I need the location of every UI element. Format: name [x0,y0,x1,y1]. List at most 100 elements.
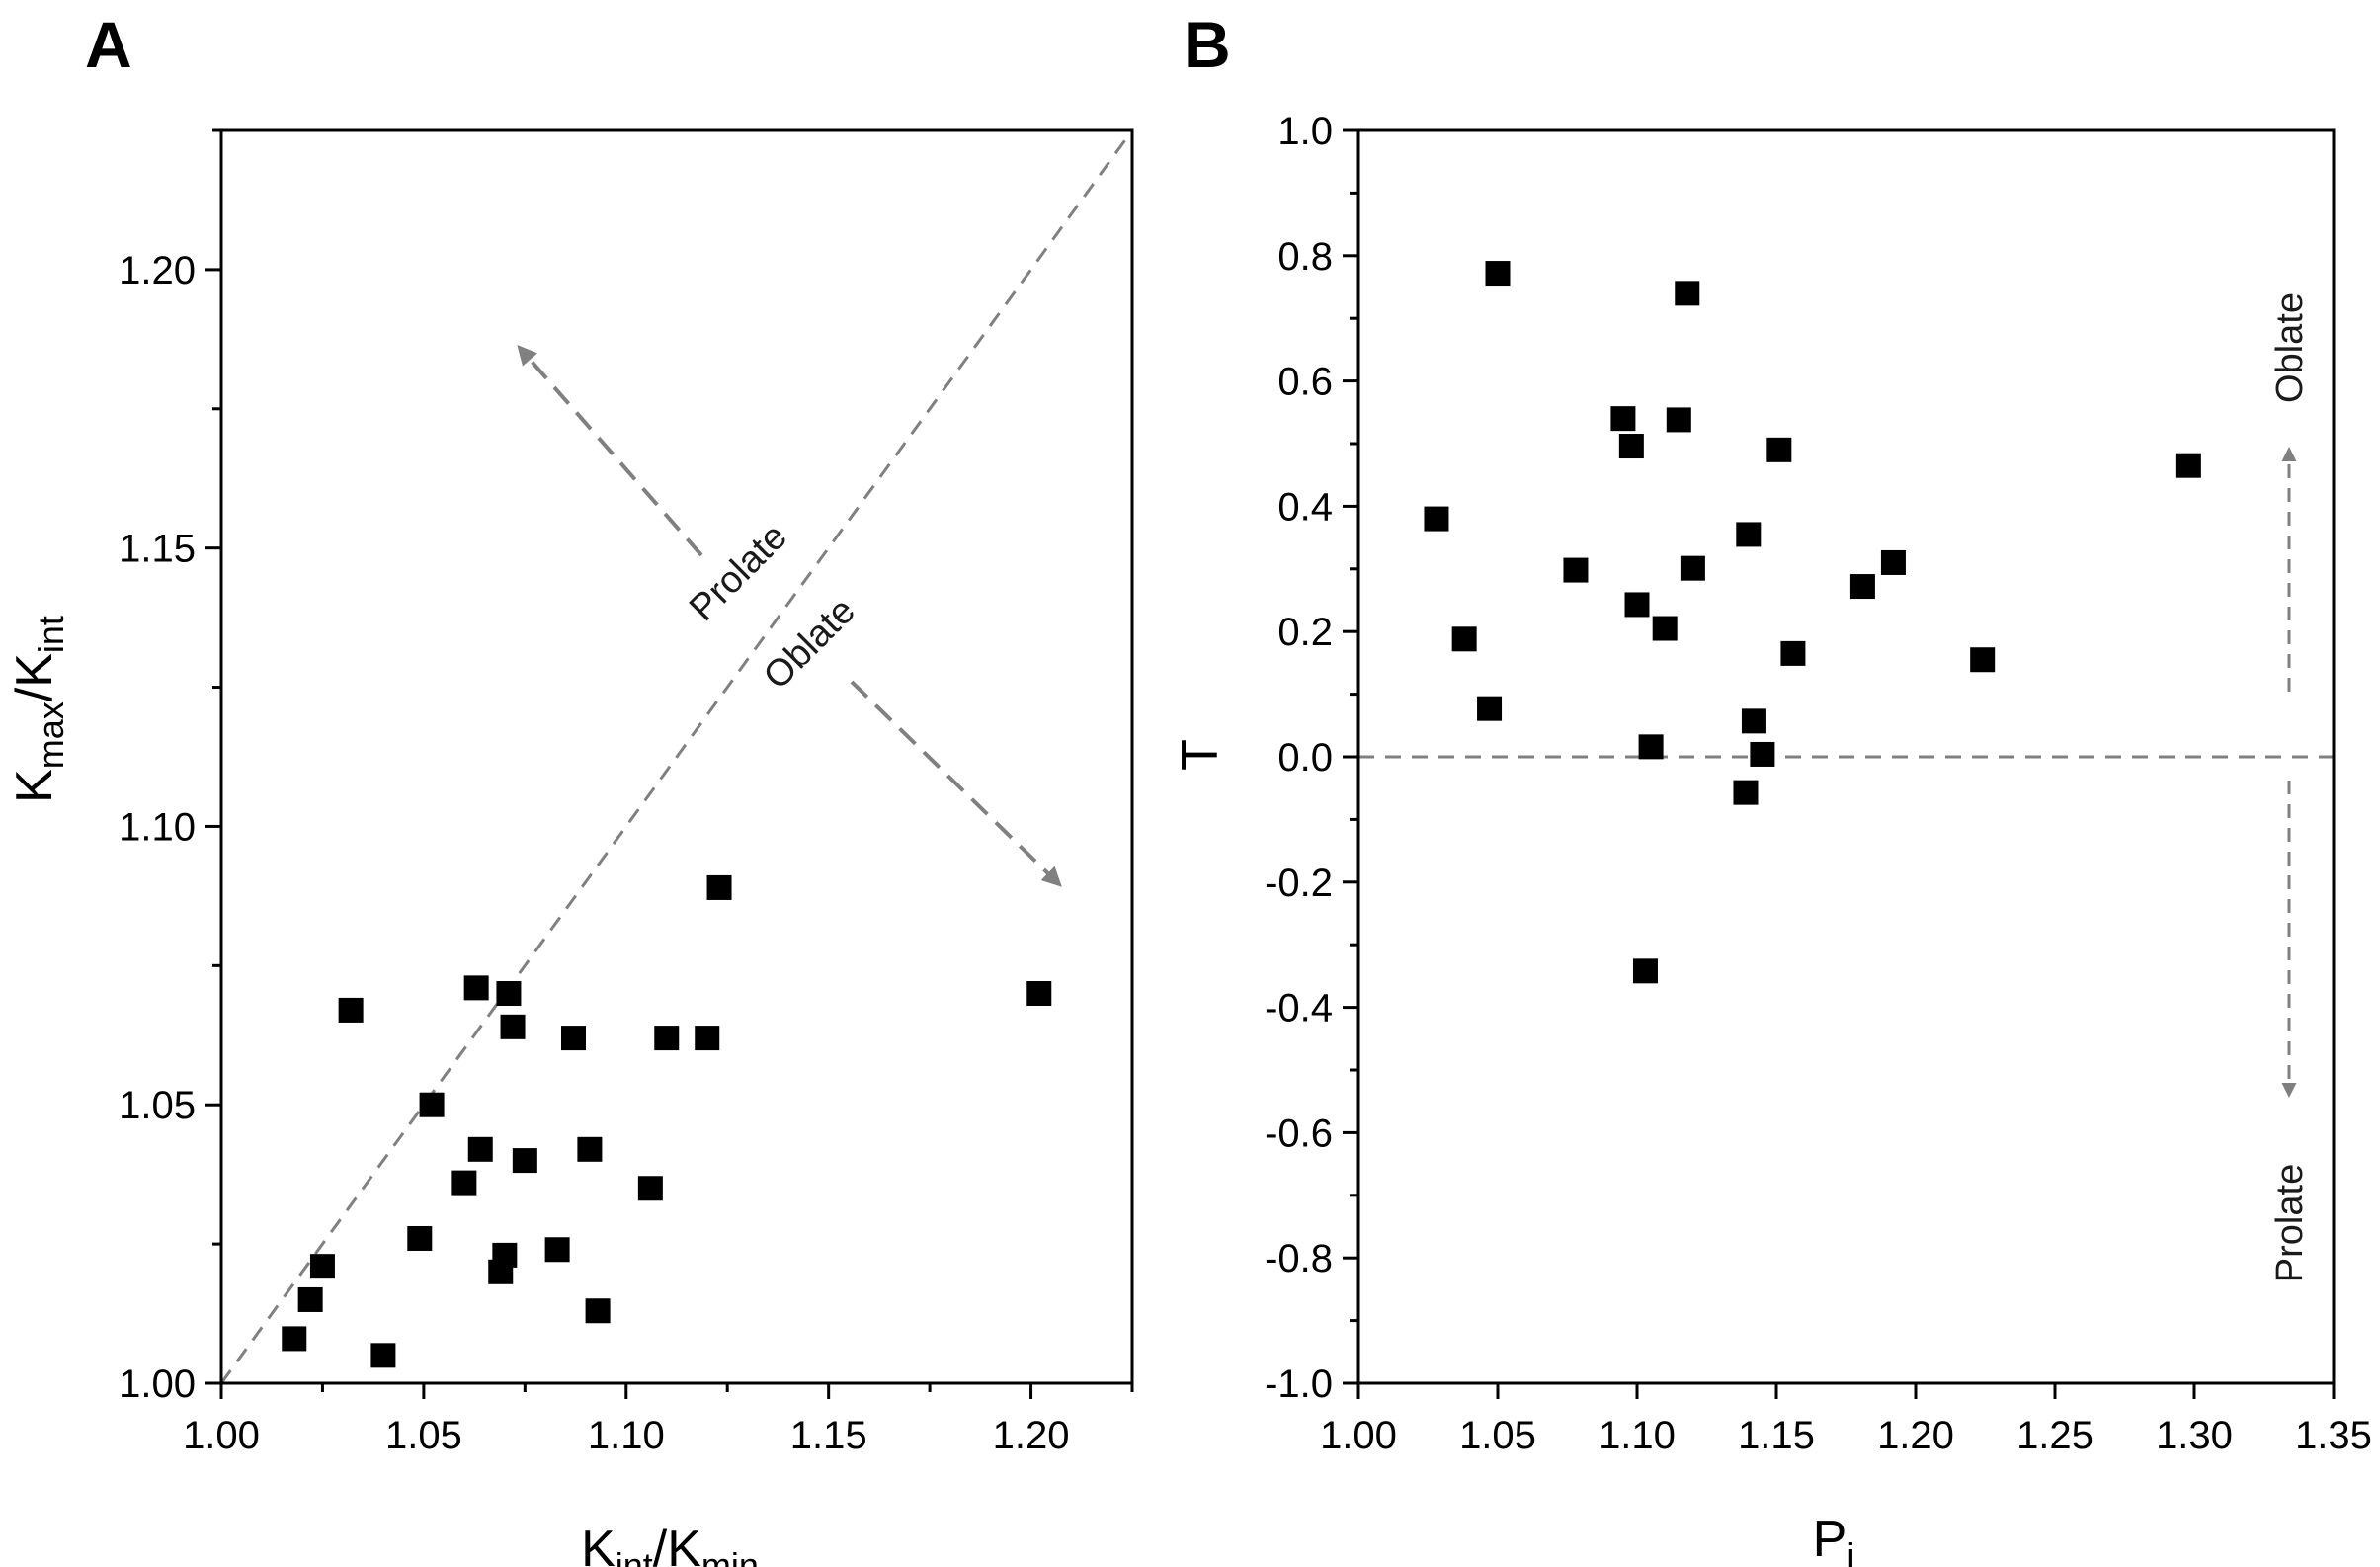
data-point [1970,647,1996,673]
data-point [492,1242,518,1268]
panel-b-x-axis-title: Pj [1813,1511,1855,1567]
x-tick-label: 1.10 [588,1414,665,1457]
x-tick-label: 1.20 [993,1414,1070,1457]
data-point [297,1286,323,1312]
data-point [500,1014,526,1039]
panel-b-y-ticks: -1.0 -0.8 -0.6 -0.4 -0.2 0.0 0.2 0.4 0.6 0.8 1.0 [1265,110,1358,1406]
x-tick-label: 1.15 [1738,1414,1815,1457]
panel-a-prolate-label: Prolate [682,516,795,629]
x-tick-label: 1.25 [2016,1414,2093,1457]
x-tick-label: 1.00 [1320,1414,1397,1457]
y-tick-label: -1.0 [1265,1362,1333,1406]
x-tick-label: 1.00 [183,1414,260,1457]
y-tick-label: 0.2 [1277,611,1333,654]
data-point [282,1326,307,1352]
x-tick-label: 1.20 [1877,1414,1954,1457]
data-point [1666,407,1691,433]
data-point [1766,437,1792,462]
data-point [1618,434,1644,459]
data-point [370,1343,396,1368]
data-point [1675,281,1700,306]
data-point [1424,506,1449,532]
data-point [1741,708,1766,734]
panel-a-x-axis-title: Kint/Kmin [581,1521,759,1567]
panel-a-y-axis-title: Kmax/Kint [6,616,71,803]
data-point [1638,734,1664,760]
y-tick-label: 1.15 [119,528,196,571]
data-point [1477,696,1503,721]
y-tick-label: 0.8 [1277,235,1333,279]
data-point [2175,453,2201,478]
data-point [419,1092,445,1117]
x-tick-label: 1.35 [2295,1414,2372,1457]
y-tick-label: -0.4 [1265,987,1333,1031]
data-point [1880,549,1906,575]
y-tick-label: 1.10 [119,805,196,849]
y-tick-label: 1.00 [119,1362,196,1406]
panel-a-arrows [517,344,1062,887]
data-point [1680,555,1705,581]
y-tick-label: 0.0 [1277,736,1333,780]
panel-b-prolate-label: Prolate [2269,1164,2311,1282]
x-tick-label: 1.05 [1459,1414,1536,1457]
panel-a-x-ticks: 1.00 1.05 1.10 1.15 1.20 [183,1383,1134,1457]
data-point [1451,626,1477,652]
data-point [1632,958,1658,984]
x-tick-label: 1.05 [385,1414,462,1457]
panel-a-reference-line [219,129,1134,1384]
panel-a-y-ticks: 1.00 1.05 1.10 1.15 1.20 [119,128,221,1406]
data-point [496,981,522,1007]
data-point [1485,261,1511,287]
data-point [637,1176,663,1201]
y-tick-label: 0.6 [1277,361,1333,404]
data-point [309,1254,335,1279]
data-point [463,975,489,1001]
data-point [407,1225,433,1251]
data-point [577,1136,603,1162]
y-tick-label: 1.0 [1277,110,1333,153]
data-point [1026,981,1052,1007]
data-point [695,1026,720,1051]
data-point [1733,780,1759,805]
y-tick-label: 1.05 [119,1084,196,1127]
data-point [544,1237,570,1263]
x-tick-label: 1.10 [1599,1414,1676,1457]
panel-b-letter: B [1184,8,1231,81]
data-point [512,1148,537,1174]
y-tick-label: -0.8 [1265,1237,1333,1280]
data-point [561,1026,587,1051]
panel-b: B 1.00 1.05 1.10 1.15 1.20 1.25 1.30 1.35 -1.0-… [1172,8,2372,1567]
data-point [585,1298,611,1324]
data-point [338,997,364,1023]
data-point [1652,616,1678,641]
data-point [1750,741,1775,767]
y-tick-label: 1.20 [119,249,196,292]
prolate-arrow [517,344,703,557]
data-point [1624,592,1650,618]
panel-a-oblate-label: Oblate [756,590,863,698]
data-point [451,1170,477,1196]
x-tick-label: 1.15 [790,1414,867,1457]
panel-b-y-axis-title: T [1172,739,1229,771]
data-point [706,874,732,900]
data-point [1563,557,1589,583]
y-tick-label: -0.2 [1265,862,1333,905]
y-tick-label: 0.4 [1277,485,1333,529]
data-point [1736,522,1762,547]
data-point [654,1026,680,1051]
data-point [1610,406,1636,432]
panel-b-x-ticks: 1.00 1.05 1.10 1.15 1.20 1.25 1.30 1.35 [1320,1383,2372,1457]
data-point [467,1136,493,1162]
data-point [1780,640,1806,666]
panel-b-points [1424,261,2201,984]
panel-a-plot-frame [219,128,1134,1385]
oblate-arrow [850,680,1062,887]
x-tick-label: 1.30 [2156,1414,2233,1457]
panel-a: A 1.00 1.05 1.10 1.15 1.20 1.001.051.101.151… [6,8,1134,1567]
panel-a-letter: A [85,8,132,81]
panel-a-points [282,874,1052,1368]
y-tick-label: -0.6 [1265,1112,1333,1155]
data-point [1849,574,1875,600]
panel-b-oblate-label: Oblate [2269,292,2311,403]
